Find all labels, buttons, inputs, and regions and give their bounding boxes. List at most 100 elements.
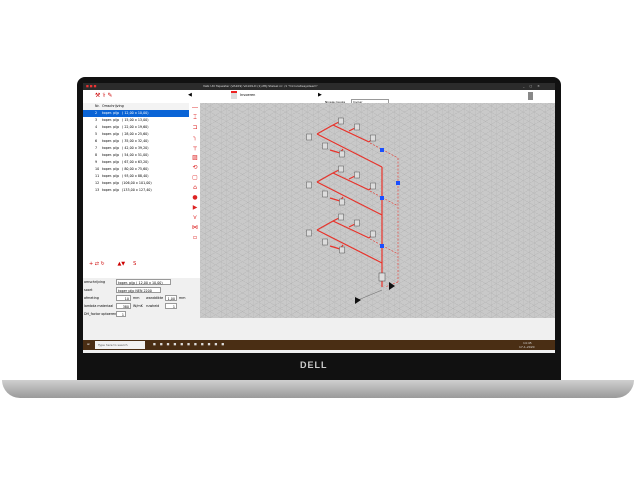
branch-pipe (329, 149, 341, 154)
dell-logo: DELL (300, 360, 328, 370)
arrow-left-icon[interactable]: ◀ (188, 92, 192, 98)
row-dims: ( 42,00 x 39,20) (122, 146, 149, 150)
branch-pipe (316, 220, 334, 231)
pinned-apps[interactable]: ■■■■■■■■■■■ (153, 342, 229, 346)
tap-icon (354, 219, 360, 227)
row-name: koper. pijp (102, 174, 120, 178)
row-name: koper. pijp (102, 146, 120, 150)
row-dims: ( 67,00 x 63,20) (122, 160, 149, 164)
component-tools[interactable]: ― ⌶ ⊐ ╮ ┬ ▨ ⟲ ▢ ⌂ ● ▶ ⋎ ⋈ ▫ (192, 104, 198, 241)
branch-pipe (329, 245, 341, 250)
table-row[interactable]: 5 koper. pijp( 28,00 x 25,60) (83, 131, 189, 138)
clock-date[interactable]: 17-1-2020 (519, 345, 535, 349)
table-row[interactable]: 3 koper. pijp( 15,00 x 13,00) (83, 117, 189, 124)
branch-pipe (316, 124, 334, 135)
row-nr: 9 (95, 160, 98, 164)
row-nr: 6 (95, 139, 98, 143)
row-name: koper. pijp (102, 125, 120, 129)
table-row[interactable]: 7 koper. pijp( 42,00 x 39,20) (83, 145, 189, 152)
row-name: koper. pijp (102, 167, 120, 171)
table-row[interactable]: 10 koper. pijp( 80,00 x 75,60) (83, 166, 189, 173)
calculator-icon[interactable] (528, 92, 533, 100)
dh-field[interactable]: 1 (116, 311, 126, 317)
table-row[interactable]: 2 koper. pijp( 12,00 x 10,00) (83, 110, 189, 117)
title-bar: ■ ■ ■ Vabi UO Tapwater (VA109) VA109-D (… (83, 83, 555, 90)
invoeren-icon[interactable] (231, 91, 237, 99)
branch-pipe (332, 172, 370, 191)
branch-pipe (332, 220, 370, 239)
row-nr: 2 (95, 111, 98, 115)
row-dims: ( 93,00 x 88,40) (122, 174, 149, 178)
lambda-unit: W/mK (133, 304, 143, 308)
afmeting-unit: mm (133, 296, 140, 300)
supply-pipe (357, 289, 383, 301)
tap-icon (370, 230, 376, 238)
app-icons: ■ ■ ■ (86, 84, 97, 88)
soort-field[interactable]: koper pijp NEN 2200 (116, 287, 161, 293)
window-controls[interactable]: _ ▢ ✕ (523, 84, 542, 88)
tap-icon (338, 213, 344, 221)
table-row[interactable]: 12 koper. pijp (106,00 x 101,00) (83, 180, 189, 187)
branch-pipe (316, 229, 383, 264)
table-row[interactable]: 11 koper. pijp( 93,00 x 88,40) (83, 173, 189, 180)
row-dims: ( 54,00 x 51,00) (122, 153, 149, 157)
omschrijving-field[interactable]: koper. pijp ( 12,00 x 10,00) (116, 279, 171, 285)
branch-pipe (316, 172, 334, 183)
row-name: koper. pijp (102, 181, 120, 185)
node-marker (380, 244, 384, 248)
branch-pipe (329, 197, 341, 202)
niveau-label: Niveau keuze (325, 100, 346, 104)
node-marker (380, 148, 384, 152)
afmeting-field[interactable]: 10 (116, 295, 131, 301)
row-nr: 8 (95, 153, 98, 157)
row-dims: ( 80,00 x 75,60) (122, 167, 149, 171)
invoeren-button[interactable]: Invoeren (240, 93, 256, 97)
list-actions[interactable]: + ⇄ ↻ ▲▼ S (89, 261, 137, 267)
tap-icon (306, 133, 312, 141)
row-nr: 7 (95, 146, 98, 150)
lambda-field[interactable]: 380 (116, 303, 131, 309)
omschrijving-label: omschrijving (84, 280, 106, 284)
pipe-drawing (306, 117, 400, 304)
col-nr: Nr. (95, 104, 100, 108)
ruwheid-label: ruwheid (146, 304, 160, 308)
row-dims: ( 28,00 x 25,60) (122, 132, 149, 136)
clock-time[interactable]: 14:45 (523, 341, 532, 345)
tool-icons[interactable]: ⚒ ⚕ ✎ (95, 92, 113, 99)
tap-icon (306, 229, 312, 237)
app-window: ■ ■ ■ Vabi UO Tapwater (VA109) VA109-D (… (83, 83, 555, 353)
drawing-canvas[interactable] (200, 103, 555, 318)
table-row[interactable]: 13 koper. pijp (133,00 x 127,40) (83, 187, 189, 194)
window-title: Vabi UO Tapwater (VA109) VA109-D (1).PRJ… (203, 84, 318, 88)
valve-icon (355, 297, 361, 304)
row-name: koper. pijp (102, 118, 120, 122)
table-row[interactable]: 4 koper. pijp( 22,00 x 19,60) (83, 124, 189, 131)
row-name: koper. pijp (102, 160, 120, 164)
node-marker (380, 196, 384, 200)
wanddikte-field[interactable]: 1,00 (165, 295, 177, 301)
table-row[interactable]: 8 koper. pijp( 54,00 x 51,00) (83, 152, 189, 159)
table-row[interactable]: 9 koper. pijp( 67,00 x 63,20) (83, 159, 189, 166)
arrow-right-icon[interactable]: ▶ (318, 92, 322, 98)
row-dims: (133,00 x 127,40) (122, 188, 152, 192)
tap-icon (339, 198, 345, 206)
wanddikte-label: wanddikte (146, 296, 164, 300)
tap-icon (354, 171, 360, 179)
row-nr: 11 (95, 174, 100, 178)
node-marker (396, 181, 400, 185)
ruwheid-field[interactable]: 1 (165, 303, 177, 309)
dh-label: DH_factor optoeren (84, 312, 117, 316)
row-nr: 3 (95, 118, 98, 122)
laptop-base (2, 380, 634, 398)
col-desc: Omschrijving (102, 104, 124, 108)
windows-icon[interactable]: ⊞ (87, 342, 90, 346)
row-dims: ( 15,00 x 13,00) (122, 118, 149, 122)
row-dims: ( 22,00 x 19,60) (122, 125, 149, 129)
table-row[interactable]: 6 koper. pijp( 35,00 x 32,40) (83, 138, 189, 145)
row-name: koper. pijp (102, 188, 120, 192)
row-nr: 10 (95, 167, 100, 171)
row-dims: ( 12,00 x 10,00) (122, 111, 149, 115)
row-name: koper. pijp (102, 153, 120, 157)
row-dims: (106,00 x 101,00) (122, 181, 152, 185)
search-box[interactable]: Type here to search (95, 341, 145, 349)
